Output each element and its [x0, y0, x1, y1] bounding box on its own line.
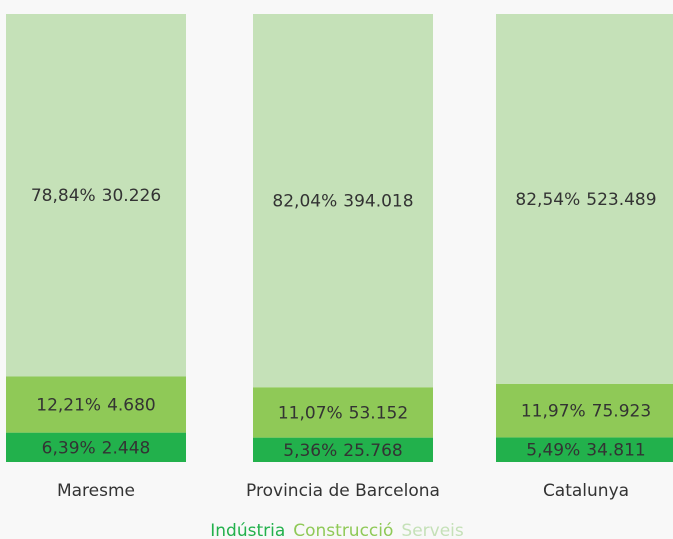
bar-segment	[6, 14, 186, 377]
count-label: 523.489	[586, 190, 656, 210]
percent-label: 6,39%	[42, 438, 96, 458]
legend-entry: Serveis	[401, 521, 463, 539]
bar-segment	[6, 376, 186, 433]
segment-label: 11,07% 53.152	[278, 403, 408, 423]
count-label: 25.768	[343, 441, 402, 461]
count-label: 4.680	[107, 396, 156, 416]
segment-label: 5,49% 34.811	[526, 441, 646, 461]
segment-label: 5,36% 25.768	[283, 441, 403, 461]
x-tick-label: Provincia de Barcelona	[246, 481, 440, 501]
bar-segment	[253, 14, 433, 388]
segment-label: 78,84% 30.226	[31, 186, 161, 206]
percent-label: 12,21%	[36, 396, 101, 416]
bar-segment	[253, 387, 433, 438]
percent-label: 11,97%	[521, 402, 586, 422]
percent-label: 5,36%	[283, 441, 337, 461]
segment-label: 82,04% 394.018	[272, 192, 413, 212]
count-label: 2.448	[102, 438, 151, 458]
legend-entry: Construcció	[293, 521, 393, 539]
percent-label: 78,84%	[31, 186, 96, 206]
count-label: 34.811	[586, 441, 645, 461]
x-tick-label: Catalunya	[543, 481, 629, 501]
bar-segment	[496, 383, 673, 438]
bar-segment	[6, 432, 186, 462]
count-label: 53.152	[349, 403, 408, 423]
segment-label: 82,54% 523.489	[515, 190, 656, 210]
count-label: 75.923	[592, 402, 651, 422]
segment-label: 6,39% 2.448	[42, 438, 151, 458]
x-tick-label: Maresme	[57, 481, 135, 501]
bar-segment	[496, 14, 673, 384]
count-label: 394.018	[343, 192, 413, 212]
legend-entry: Indústria	[210, 521, 285, 539]
legend: Indústria Construcció Serveis	[210, 521, 464, 539]
bar-segment	[496, 437, 673, 462]
count-label: 30.226	[102, 186, 161, 206]
bar-segment	[253, 437, 433, 462]
percent-label: 82,04%	[272, 192, 337, 212]
percent-label: 82,54%	[515, 190, 580, 210]
segment-label: 12,21% 4.680	[36, 396, 156, 416]
segment-label: 11,97% 75.923	[521, 402, 651, 422]
percent-label: 11,07%	[278, 403, 343, 423]
percent-label: 5,49%	[526, 441, 580, 461]
